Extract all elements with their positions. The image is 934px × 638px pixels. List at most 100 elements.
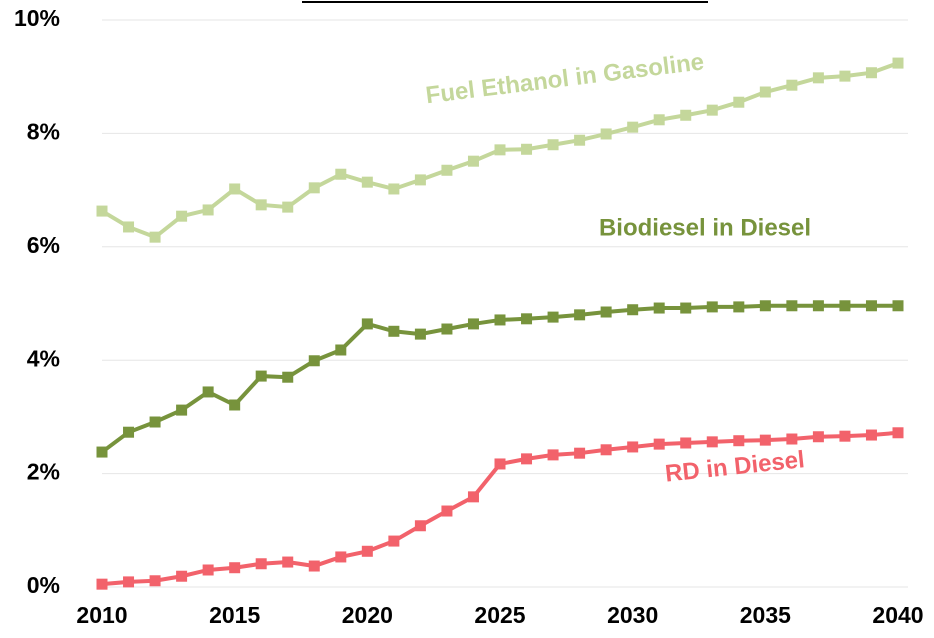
data-point bbox=[388, 535, 400, 547]
data-point bbox=[892, 57, 904, 69]
data-point bbox=[308, 560, 320, 572]
data-point bbox=[521, 453, 533, 465]
data-point bbox=[149, 231, 161, 243]
data-point bbox=[414, 328, 426, 340]
data-point bbox=[786, 79, 798, 91]
y-tick-label: 6% bbox=[27, 232, 60, 258]
data-point bbox=[706, 301, 718, 313]
data-point bbox=[786, 300, 798, 312]
data-point bbox=[123, 426, 135, 438]
data-point bbox=[441, 323, 453, 335]
data-point bbox=[839, 70, 851, 82]
data-point bbox=[441, 164, 453, 176]
data-point bbox=[361, 318, 373, 330]
data-point bbox=[335, 168, 347, 180]
x-tick-label: 2010 bbox=[76, 602, 127, 628]
series-label: Fuel Ethanol in Gasoline bbox=[424, 48, 705, 109]
data-point bbox=[202, 204, 214, 216]
data-point bbox=[96, 446, 108, 458]
data-point bbox=[892, 427, 904, 439]
data-point bbox=[335, 551, 347, 563]
y-tick-label: 4% bbox=[27, 345, 60, 371]
x-tick-label: 2020 bbox=[342, 602, 393, 628]
data-point bbox=[149, 575, 161, 587]
data-point bbox=[255, 370, 267, 382]
data-point bbox=[176, 210, 188, 222]
data-point bbox=[759, 434, 771, 446]
data-point bbox=[494, 458, 506, 470]
data-point bbox=[441, 505, 453, 517]
data-point bbox=[733, 301, 745, 313]
data-point bbox=[467, 318, 479, 330]
data-point bbox=[361, 176, 373, 188]
data-point bbox=[494, 314, 506, 326]
data-point bbox=[600, 444, 612, 456]
data-point bbox=[839, 300, 851, 312]
data-point bbox=[96, 578, 108, 590]
data-point bbox=[229, 562, 241, 574]
data-point bbox=[627, 304, 639, 316]
data-point bbox=[96, 205, 108, 217]
data-point bbox=[600, 306, 612, 318]
y-tick-label: 8% bbox=[27, 118, 60, 144]
y-tick-label: 2% bbox=[27, 459, 60, 485]
data-point bbox=[600, 128, 612, 140]
data-point bbox=[574, 447, 586, 459]
data-point bbox=[282, 371, 294, 383]
data-point bbox=[680, 437, 692, 449]
data-point bbox=[388, 325, 400, 337]
data-point bbox=[467, 491, 479, 503]
data-point bbox=[759, 300, 771, 312]
x-tick-label: 2035 bbox=[740, 602, 791, 628]
data-point bbox=[680, 302, 692, 314]
data-point bbox=[414, 520, 426, 532]
data-point bbox=[282, 556, 294, 568]
data-point bbox=[706, 436, 718, 448]
series-line bbox=[100, 303, 898, 454]
data-point bbox=[255, 558, 267, 570]
data-point bbox=[865, 300, 877, 312]
data-point bbox=[123, 576, 135, 588]
data-point bbox=[547, 139, 559, 151]
data-point bbox=[149, 416, 161, 428]
data-point bbox=[706, 104, 718, 116]
series-label: Biodiesel in Diesel bbox=[599, 214, 811, 241]
data-point bbox=[414, 174, 426, 186]
data-point bbox=[255, 199, 267, 211]
data-point bbox=[865, 67, 877, 79]
data-point bbox=[335, 344, 347, 356]
data-point bbox=[627, 121, 639, 133]
data-point bbox=[759, 86, 771, 98]
data-point bbox=[308, 182, 320, 194]
data-point bbox=[812, 72, 824, 84]
x-tick-label: 2040 bbox=[872, 602, 923, 628]
data-point bbox=[865, 429, 877, 441]
data-point bbox=[653, 302, 665, 314]
data-point bbox=[812, 431, 824, 443]
data-point bbox=[547, 449, 559, 461]
data-point bbox=[733, 96, 745, 108]
data-point bbox=[229, 183, 241, 195]
data-point bbox=[361, 545, 373, 557]
data-point bbox=[653, 438, 665, 450]
data-point bbox=[680, 109, 692, 121]
series-label: RD in Diesel bbox=[664, 446, 806, 487]
data-point bbox=[176, 404, 188, 416]
data-point bbox=[282, 201, 294, 213]
data-point bbox=[653, 114, 665, 126]
data-point bbox=[202, 386, 214, 398]
data-point bbox=[627, 441, 639, 453]
x-tick-label: 2015 bbox=[209, 602, 260, 628]
x-tick-label: 2025 bbox=[474, 602, 525, 628]
data-point bbox=[229, 399, 241, 411]
data-point bbox=[308, 355, 320, 367]
data-point bbox=[176, 570, 188, 582]
data-point bbox=[892, 300, 904, 312]
y-tick-label: 10% bbox=[14, 5, 60, 31]
data-point bbox=[574, 309, 586, 321]
data-point bbox=[812, 300, 824, 312]
data-point bbox=[388, 183, 400, 195]
data-point bbox=[786, 433, 798, 445]
data-point bbox=[839, 430, 851, 442]
